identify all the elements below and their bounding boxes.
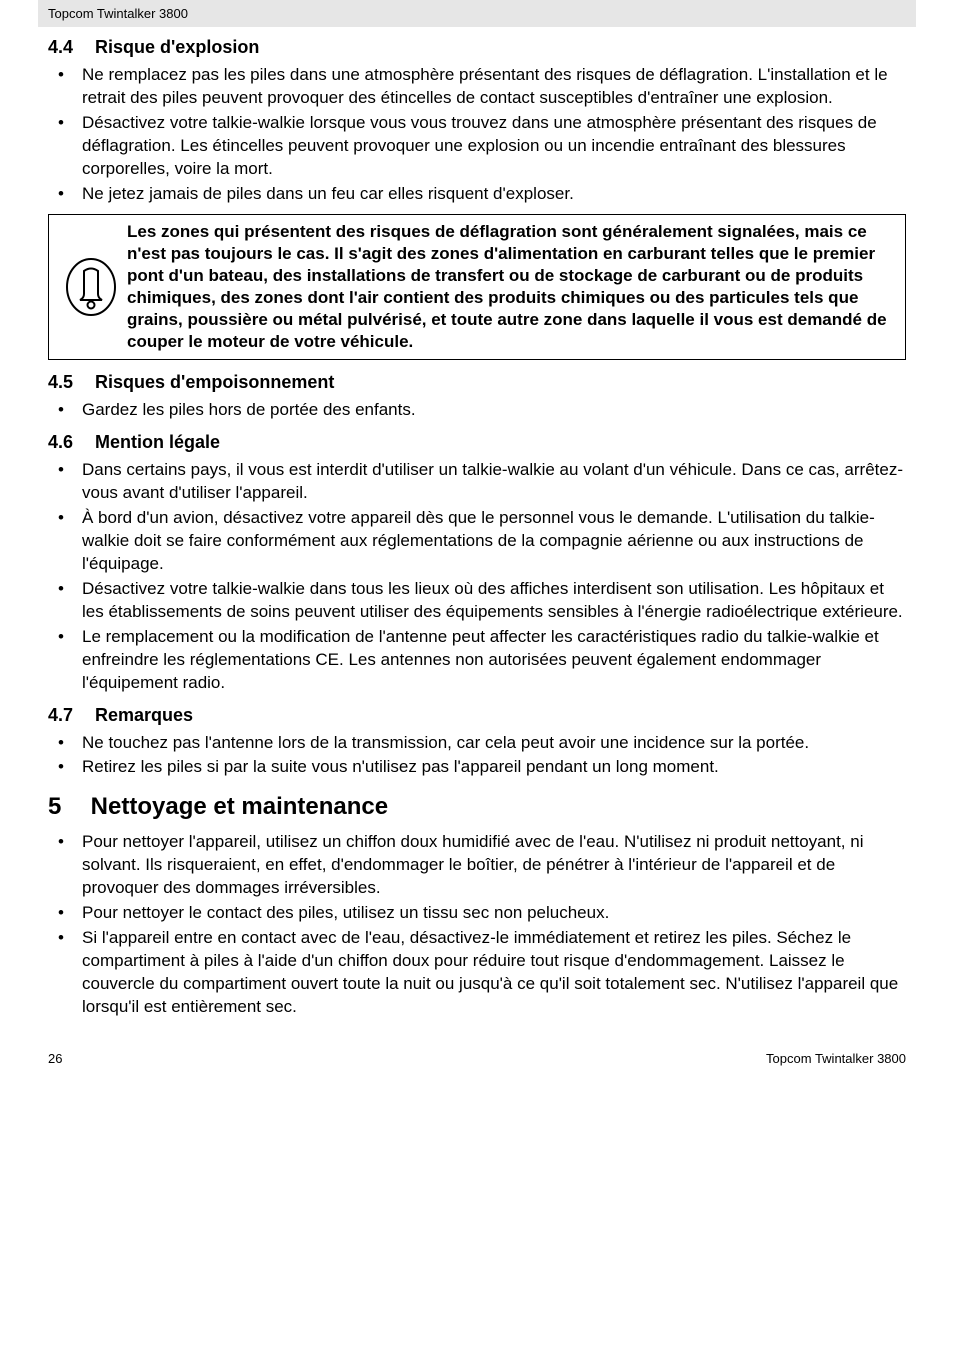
heading-title: Risques d'empoisonnement: [95, 372, 334, 392]
heading-num: 4.5: [48, 372, 90, 393]
heading-4-4: 4.4 Risque d'explosion: [48, 37, 906, 58]
heading-4-5: 4.5 Risques d'empoisonnement: [48, 372, 906, 393]
warning-bell-icon: [55, 256, 127, 318]
heading-num: 4.4: [48, 37, 90, 58]
list-item: Dans certains pays, il vous est interdit…: [48, 459, 906, 505]
heading-title: Mention légale: [95, 432, 220, 452]
list-item: Ne jetez jamais de piles dans un feu car…: [48, 183, 906, 206]
list-item: Le remplacement ou la modification de l'…: [48, 626, 906, 695]
list-item: À bord d'un avion, désactivez votre appa…: [48, 507, 906, 576]
page-number: 26: [48, 1051, 62, 1066]
list-item: Pour nettoyer le contact des piles, util…: [48, 902, 906, 925]
warning-note-box: Les zones qui présentent des risques de …: [48, 214, 906, 361]
list-item: Gardez les piles hors de portée des enfa…: [48, 399, 906, 422]
bullet-list-4-7: Ne touchez pas l'antenne lors de la tran…: [48, 732, 906, 780]
bullet-list-5: Pour nettoyer l'appareil, utilisez un ch…: [48, 831, 906, 1019]
list-item: Pour nettoyer l'appareil, utilisez un ch…: [48, 831, 906, 900]
heading-title: Risque d'explosion: [95, 37, 259, 57]
footer-product: Topcom Twintalker 3800: [766, 1051, 906, 1066]
warning-note-text: Les zones qui présentent des risques de …: [127, 221, 895, 354]
list-item: Désactivez votre talkie-walkie lorsque v…: [48, 112, 906, 181]
header-product-bar: Topcom Twintalker 3800: [38, 0, 916, 27]
list-item: Ne remplacez pas les piles dans une atmo…: [48, 64, 906, 110]
heading-4-7: 4.7 Remarques: [48, 705, 906, 726]
heading-num: 4.6: [48, 432, 90, 453]
bullet-list-4-6: Dans certains pays, il vous est interdit…: [48, 459, 906, 694]
heading-title: Remarques: [95, 705, 193, 725]
page-footer: 26 Topcom Twintalker 3800: [48, 1027, 906, 1066]
heading-num: 4.7: [48, 705, 90, 726]
list-item: Retirez les piles si par la suite vous n…: [48, 756, 906, 779]
list-item: Désactivez votre talkie-walkie dans tous…: [48, 578, 906, 624]
heading-4-6: 4.6 Mention légale: [48, 432, 906, 453]
bullet-list-4-4: Ne remplacez pas les piles dans une atmo…: [48, 64, 906, 206]
heading-num: 5: [48, 793, 84, 821]
header-product: Topcom Twintalker 3800: [48, 6, 188, 21]
heading-5: 5 Nettoyage et maintenance: [48, 793, 906, 821]
list-item: Si l'appareil entre en contact avec de l…: [48, 927, 906, 1019]
heading-title: Nettoyage et maintenance: [91, 793, 388, 820]
bullet-list-4-5: Gardez les piles hors de portée des enfa…: [48, 399, 906, 422]
list-item: Ne touchez pas l'antenne lors de la tran…: [48, 732, 906, 755]
